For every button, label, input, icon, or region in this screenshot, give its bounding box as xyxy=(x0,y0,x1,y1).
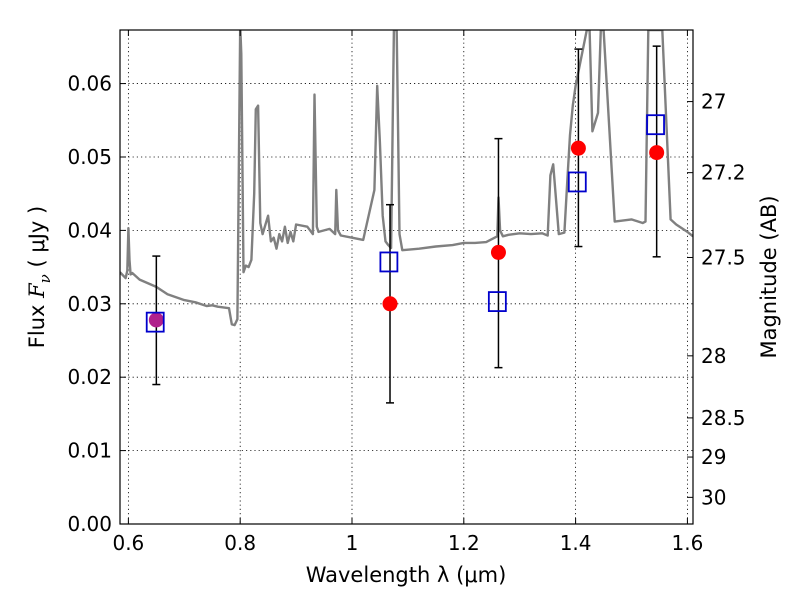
x-tick-label: 1.2 xyxy=(448,531,480,555)
y-axis-label: Flux Fν ( μJy ) xyxy=(25,206,54,348)
y-tick-label: 0.04 xyxy=(67,218,112,242)
right-tick-label: 28.5 xyxy=(701,406,746,430)
model-photometry-square xyxy=(145,311,165,333)
y-axis-label-prefix: Flux xyxy=(25,298,49,348)
model-photometry-square xyxy=(379,251,399,273)
observed-flux-point xyxy=(570,140,586,156)
model-spectrum-line xyxy=(120,30,693,327)
observed-flux-point xyxy=(148,312,164,328)
y-axis-label-subscript: ν xyxy=(36,274,54,283)
y-axis-label-suffix: ( μJy ) xyxy=(25,206,49,274)
model-photometry-square xyxy=(646,114,665,136)
points-layer xyxy=(145,45,665,404)
model-spectrum-layer xyxy=(120,30,693,327)
plot-frame xyxy=(119,29,694,525)
right-tick-label: 27.2 xyxy=(701,161,746,185)
x-tick-label: 0.6 xyxy=(112,531,144,555)
x-tick-label: 1 xyxy=(346,531,359,555)
ticks: 0.6 0.8 1 1.2 1.4 1.6 0.00 0.01 0.02 0.03 0.04 0.05… xyxy=(67,30,746,555)
y-tick-label: 0.01 xyxy=(67,439,112,463)
y-axis-label-symbol: F xyxy=(25,282,49,299)
observed-flux-point xyxy=(382,296,398,312)
x-axis-label: Wavelength λ (μm) xyxy=(306,563,507,587)
y-tick-label: 0.05 xyxy=(67,145,112,169)
observed-flux-point xyxy=(490,244,506,260)
y-tick-label: 0.06 xyxy=(67,72,112,96)
model-photometry-square xyxy=(487,291,507,312)
x-tick-label: 0.8 xyxy=(224,531,256,555)
y-tick-label: 0.00 xyxy=(67,512,112,536)
right-tick-label: 28 xyxy=(701,344,726,368)
right-tick-label: 29 xyxy=(701,445,726,469)
right-axis-label: Magnitude (AB) xyxy=(757,195,781,358)
x-tick-label: 1.4 xyxy=(560,531,592,555)
right-tick-label: 27 xyxy=(701,90,726,114)
x-tick-label: 1.6 xyxy=(672,531,704,555)
right-tick-label: 30 xyxy=(701,485,726,509)
observed-flux-point xyxy=(649,145,665,161)
right-tick-label: 27.5 xyxy=(701,245,746,269)
model-photometry-square xyxy=(567,171,587,193)
y-tick-label: 0.03 xyxy=(67,292,112,316)
y-tick-label: 0.02 xyxy=(67,365,112,389)
